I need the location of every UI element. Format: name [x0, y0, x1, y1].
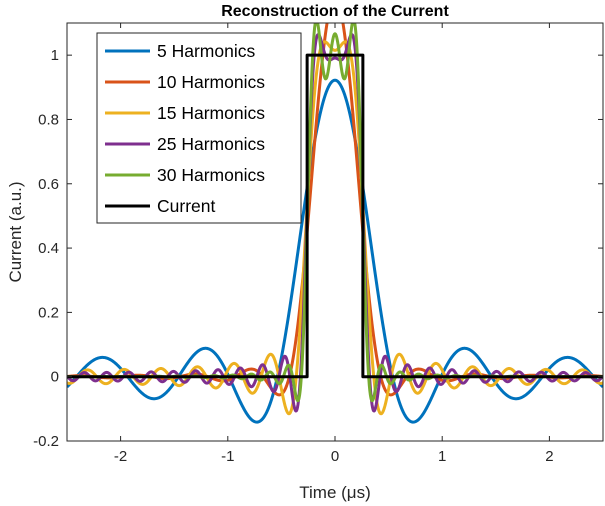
- series-line-15-harmonics: [67, 40, 603, 416]
- legend-label-current: Current: [157, 196, 215, 216]
- legend-label-25-harmonics: 25 Harmonics: [157, 134, 265, 154]
- y-tick-label: 1: [51, 47, 59, 64]
- x-tick-label: 0: [331, 448, 339, 465]
- legend-label-15-harmonics: 15 Harmonics: [157, 103, 265, 123]
- x-tick-label: 1: [438, 448, 446, 465]
- series-line-5-harmonics: [67, 78, 603, 424]
- ticks-layer: -2 -1 0 1 2 -0.2 0 0.2 0.4 0.6 0.8 1: [33, 23, 603, 465]
- x-axis-label: Time (μs): [299, 483, 371, 502]
- x-tick-label: -1: [221, 448, 234, 465]
- y-axis-label: Current (a.u.): [6, 181, 25, 282]
- y-tick-label: 0: [51, 369, 59, 386]
- legend: 5 Harmonics 10 Harmonics 15 Harmonics 25 Ha…: [96, 32, 302, 224]
- series-layer: [67, 23, 603, 424]
- y-tick-label: 0.4: [38, 240, 59, 257]
- y-tick-label: 0.2: [38, 304, 59, 321]
- chart-title: Reconstruction of the Current: [221, 3, 449, 20]
- legend-label-30-harmonics: 30 Harmonics: [157, 165, 265, 185]
- legend-label-5-harmonics: 5 Harmonics: [157, 41, 255, 61]
- legend-box: [96, 32, 302, 224]
- y-tick-label: 0.6: [38, 176, 59, 193]
- x-tick-label: -2: [114, 448, 127, 465]
- y-tick-label: -0.2: [33, 433, 59, 450]
- legend-label-10-harmonics: 10 Harmonics: [157, 72, 265, 92]
- series-line-current: [67, 53, 603, 379]
- x-tick-label: 2: [545, 448, 553, 465]
- y-tick-label: 0.8: [38, 111, 59, 128]
